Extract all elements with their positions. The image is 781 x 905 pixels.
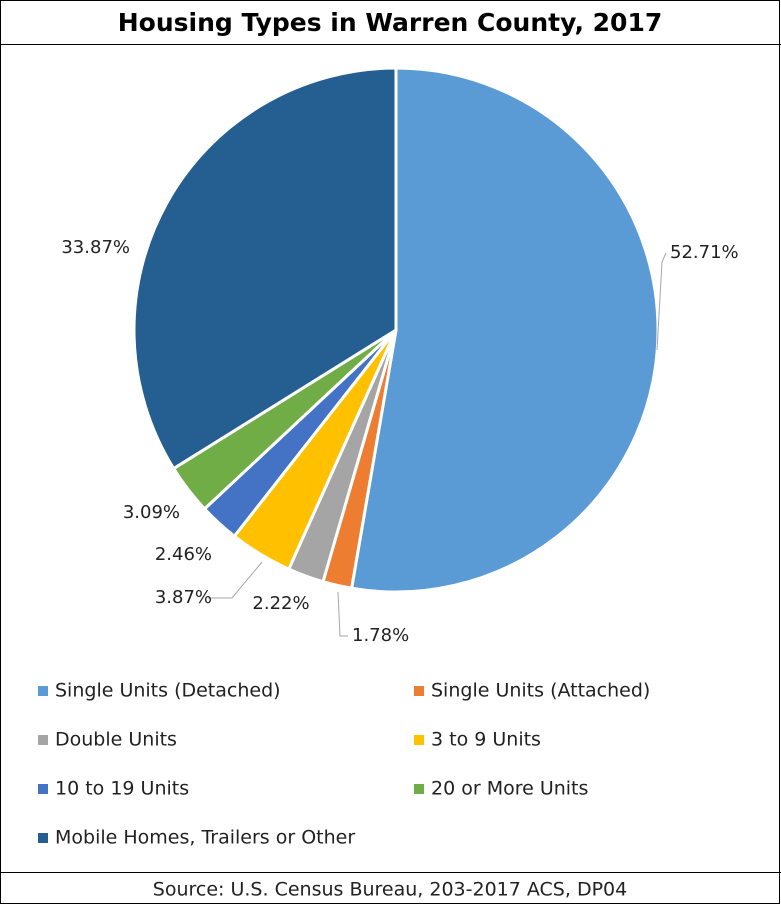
data-label: 3.09% [123,502,180,523]
leader-line [337,591,348,637]
legend-swatch [38,833,48,843]
leader-line [656,252,667,351]
legend-swatch [414,686,424,696]
data-label: 52.71% [670,242,739,263]
data-label: 33.87% [61,237,130,258]
pie-slice [132,66,398,471]
data-label: 3.87% [155,587,212,608]
legend-swatch [414,735,424,745]
chart-title: Housing Types in Warren County, 2017 [118,8,663,37]
data-label: 2.22% [252,593,309,614]
data-label: 1.78% [352,625,409,646]
leader-line [208,561,263,599]
legend-label: Single Units (Detached) [55,680,281,702]
legend-swatch [414,784,424,794]
legend-swatch [38,784,48,794]
pie-slice [349,66,660,594]
legend-label: 3 to 9 Units [431,729,541,751]
legend-swatch [38,686,48,696]
legend-label: Single Units (Attached) [431,680,650,702]
legend-label: 20 or More Units [431,778,588,800]
legend-label: 10 to 19 Units [55,778,189,800]
source-note: Source: U.S. Census Bureau, 203-2017 ACS… [153,879,627,901]
legend-swatch [38,735,48,745]
legend-label: Mobile Homes, Trailers or Other [55,827,355,849]
legend-label: Double Units [55,729,177,751]
data-label: 2.46% [155,544,212,565]
